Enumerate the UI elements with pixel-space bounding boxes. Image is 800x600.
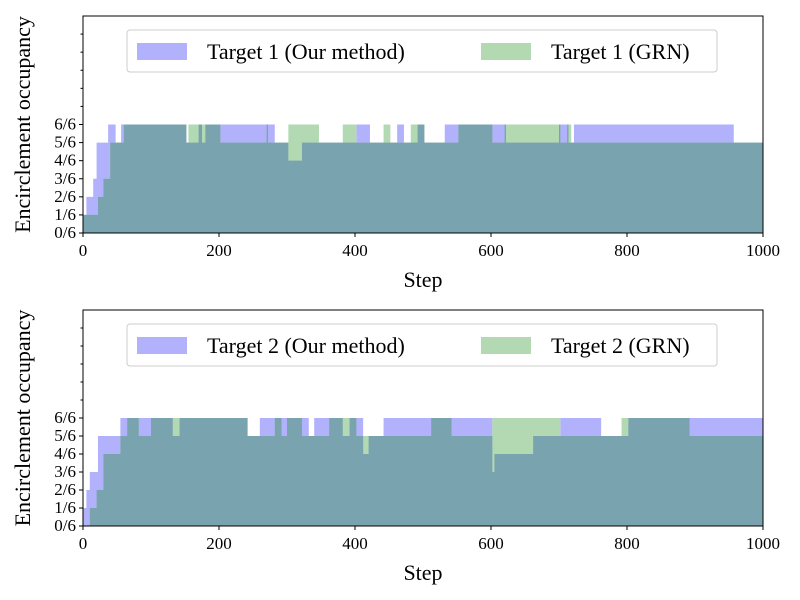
y-tick-label: 0/6	[54, 516, 76, 535]
x-tick-label: 800	[614, 534, 640, 553]
legend-label-grn: Target 2 (GRN)	[551, 333, 690, 358]
y-tick-label: 4/6	[54, 151, 76, 170]
y-tick-label: 5/6	[54, 426, 76, 445]
x-tick-label: 0	[79, 241, 88, 260]
x-axis-label: Step	[403, 267, 442, 292]
x-tick-label: 400	[342, 241, 368, 260]
legend-swatch-grn	[481, 43, 531, 60]
series-overlap-area	[83, 418, 763, 526]
legend: Target 1 (Our method) Target 1 (GRN)	[126, 29, 718, 73]
plot-area	[83, 418, 763, 526]
x-axis-label: Step	[403, 560, 442, 585]
legend-swatch-grn	[481, 337, 531, 354]
x-tick-label: 200	[206, 241, 232, 260]
legend-box	[126, 29, 718, 73]
legend-label-grn: Target 1 (GRN)	[551, 39, 690, 64]
y-tick-label: 6/6	[54, 408, 76, 427]
chart-panel-target-1: 0 200 400 600 800 1000 0/61/62/63/64/65/66/6 St…	[10, 15, 780, 292]
y-tick-label: 1/6	[54, 498, 76, 517]
y-axis-label: Encirclement occupancy	[10, 16, 35, 233]
chart-panel-target-2: 0 200 400 600 800 1000 0/61/62/63/64/65/66/6 St…	[10, 309, 780, 585]
plot-area	[83, 124, 763, 233]
y-tick-label: 1/6	[54, 205, 76, 224]
x-tick-label: 200	[206, 534, 232, 553]
y-tick-label: 0/6	[54, 223, 76, 242]
legend-box	[126, 323, 718, 367]
y-tick-label: 3/6	[54, 462, 76, 481]
x-tick-label: 400	[342, 534, 368, 553]
legend-swatch-our-method	[137, 337, 187, 354]
x-tick-label: 1000	[746, 241, 780, 260]
y-tick-label: 4/6	[54, 444, 76, 463]
y-tick-label: 6/6	[54, 115, 76, 134]
legend-label-our-method: Target 2 (Our method)	[207, 333, 405, 358]
x-tick-label: 600	[478, 241, 504, 260]
series-overlap-area	[83, 124, 763, 233]
x-tick-label: 800	[614, 241, 640, 260]
legend: Target 2 (Our method) Target 2 (GRN)	[126, 323, 718, 367]
legend-swatch-our-method	[137, 43, 187, 60]
x-tick-label: 0	[79, 534, 88, 553]
y-axis-label: Encirclement occupancy	[10, 310, 35, 527]
x-tick-label: 1000	[746, 534, 780, 553]
legend-label-our-method: Target 1 (Our method)	[207, 39, 405, 64]
y-tick-label: 5/6	[54, 133, 76, 152]
y-tick-label: 2/6	[54, 480, 76, 499]
y-tick-label: 2/6	[54, 187, 76, 206]
x-tick-label: 600	[478, 534, 504, 553]
y-tick-label: 3/6	[54, 169, 76, 188]
